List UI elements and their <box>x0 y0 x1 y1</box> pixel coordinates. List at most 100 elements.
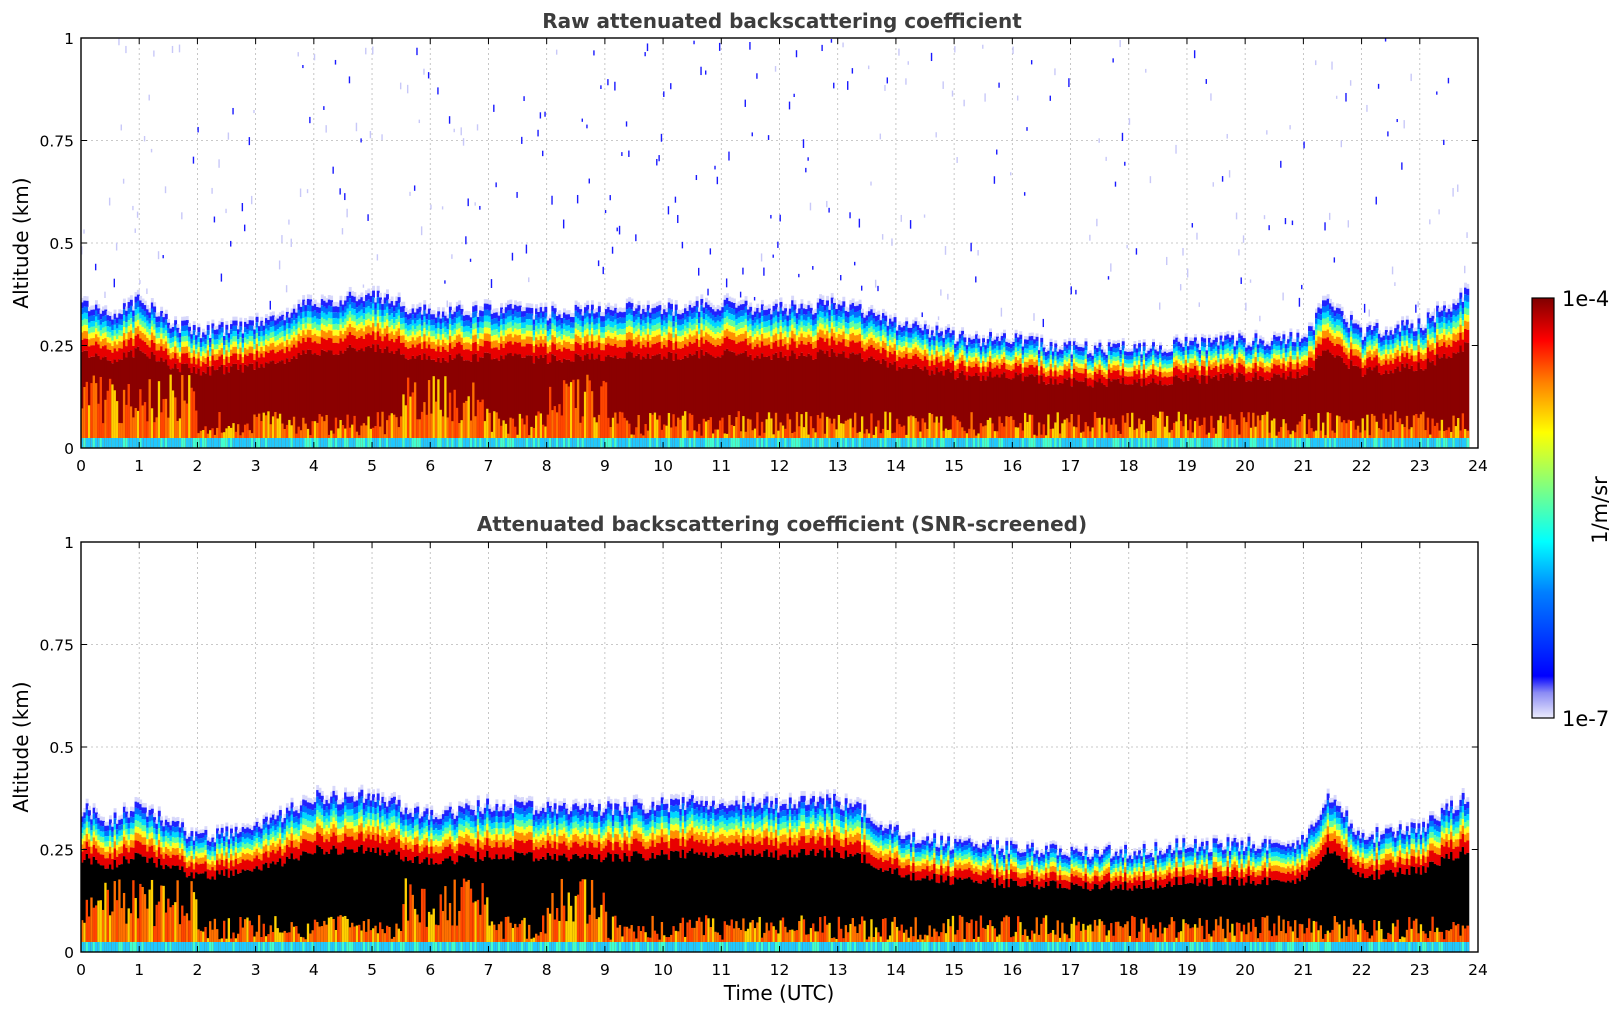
heatmap-cell <box>334 438 338 448</box>
heatmap-cell <box>576 312 580 319</box>
heatmap-cell <box>271 320 275 327</box>
heatmap-cell <box>632 333 636 340</box>
heatmap-cell <box>863 339 867 345</box>
heatmap-cell <box>125 333 129 340</box>
heatmap-cell <box>842 301 846 308</box>
heatmap-cell <box>928 342 932 347</box>
heatmap-cell <box>104 338 108 346</box>
heatmap-cell <box>430 336 434 342</box>
heatmap-cell <box>87 328 91 334</box>
heatmap-cell <box>905 342 909 348</box>
heatmap-cell <box>325 302 329 309</box>
heatmap-cell <box>542 328 545 334</box>
heatmap-cell <box>958 372 962 448</box>
heatmap-cell <box>704 351 708 448</box>
heatmap-cell <box>691 324 694 331</box>
heatmap-cell <box>898 340 902 346</box>
heatmap-cell <box>630 340 634 353</box>
heatmap-cell <box>660 330 664 337</box>
heatmap-cell <box>763 310 767 316</box>
heatmap-cell <box>982 351 985 357</box>
heatmap-cell <box>195 344 199 350</box>
noise-speck <box>339 188 341 195</box>
heatmap-cell <box>1010 348 1013 353</box>
heatmap-cell <box>844 420 848 448</box>
heatmap-cell <box>1065 438 1069 448</box>
heatmap-cell <box>816 438 820 448</box>
heatmap-cell <box>632 339 636 347</box>
heatmap-cell <box>332 438 336 448</box>
heatmap-cell <box>854 412 857 448</box>
heatmap-cell <box>542 311 545 318</box>
heatmap-cell <box>535 325 538 332</box>
heatmap-cell <box>185 438 189 448</box>
heatmap-cell <box>355 296 359 302</box>
heatmap-cell <box>767 304 771 309</box>
heatmap-cell <box>579 320 583 327</box>
heatmap-cell <box>476 438 480 448</box>
heatmap-cell <box>146 315 150 321</box>
heatmap-cell <box>488 322 492 329</box>
heatmap-cell <box>1077 438 1081 448</box>
heatmap-cell <box>863 333 867 340</box>
heatmap-cell <box>1058 369 1062 375</box>
heatmap-cell <box>821 295 825 301</box>
heatmap-cell <box>900 347 904 353</box>
heatmap-cell <box>381 299 385 305</box>
heatmap-cell <box>777 317 781 323</box>
heatmap-cell <box>949 372 953 448</box>
heatmap-cell <box>1070 378 1074 387</box>
heatmap-cell <box>779 438 783 448</box>
heatmap-cell <box>241 372 245 448</box>
heatmap-cell <box>332 312 336 319</box>
heatmap-cell <box>234 316 238 321</box>
heatmap-cell <box>535 438 538 448</box>
heatmap-cell <box>167 318 171 323</box>
heatmap-cell <box>968 360 972 367</box>
heatmap-cell <box>227 329 231 334</box>
heatmap-cell <box>92 305 96 310</box>
heatmap-cell <box>912 416 916 448</box>
heatmap-cell <box>989 361 992 372</box>
noise-speck <box>842 42 844 48</box>
heatmap-cell <box>122 438 126 448</box>
heatmap-cell <box>635 314 639 320</box>
heatmap-cell <box>583 324 587 331</box>
heatmap-cell <box>220 348 224 355</box>
heatmap-cell <box>1068 337 1072 342</box>
heatmap-cell <box>548 345 552 352</box>
heatmap-cell <box>118 324 122 331</box>
heatmap-cell <box>546 353 550 364</box>
heatmap-cell <box>539 312 543 319</box>
noise-speck <box>427 72 430 79</box>
heatmap-cell <box>1044 384 1048 448</box>
heatmap-cell <box>609 315 613 322</box>
heatmap-cell <box>909 352 913 359</box>
heatmap-cell <box>881 438 885 448</box>
heatmap-cell <box>376 285 380 291</box>
heatmap-cell <box>190 348 194 354</box>
heatmap-cell <box>586 374 590 448</box>
heatmap-cell <box>753 322 757 329</box>
heatmap-cell <box>290 425 294 448</box>
heatmap-cell <box>732 314 736 321</box>
heatmap-cell <box>369 314 373 321</box>
heatmap-cell <box>434 344 438 352</box>
heatmap-cell <box>1065 418 1069 448</box>
heatmap-cell <box>441 416 445 448</box>
noise-speck <box>975 276 977 283</box>
heatmap-cell <box>798 304 802 309</box>
heatmap-cell <box>961 350 965 355</box>
heatmap-cell <box>101 306 105 311</box>
heatmap-cell <box>961 354 965 362</box>
heatmap-cell <box>367 345 371 448</box>
heatmap-cell <box>325 352 329 448</box>
heatmap-cell <box>181 320 185 326</box>
heatmap-cell <box>516 354 520 448</box>
heatmap-cell <box>323 421 327 448</box>
heatmap-cell <box>320 305 324 312</box>
heatmap-cell <box>509 417 513 448</box>
heatmap-cell <box>1058 382 1062 448</box>
heatmap-cell <box>928 351 932 356</box>
heatmap-cell <box>281 325 285 332</box>
